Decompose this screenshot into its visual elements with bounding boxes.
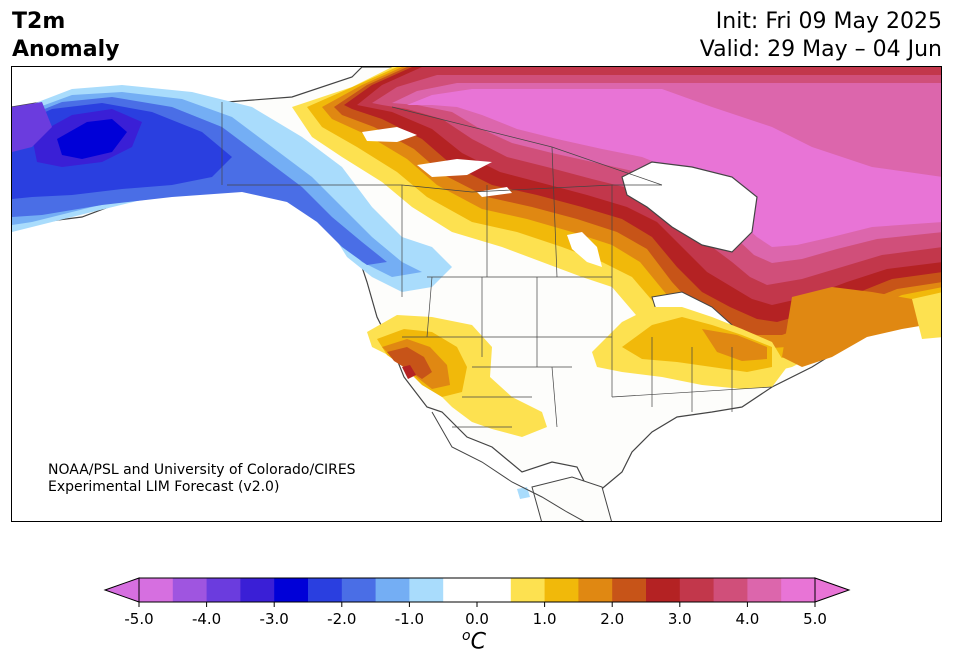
colorbar-cell	[612, 578, 647, 602]
colorbar-tick-label: 4.0	[735, 610, 759, 628]
us-east-warm-orange	[702, 329, 767, 361]
colorbar-cell	[510, 578, 546, 602]
forecast-dates: Init: Fri 09 May 2025 Valid: 29 May – 04…	[700, 8, 942, 64]
colorbar-tick-label: 1.0	[533, 610, 557, 628]
colorbar-cell	[443, 578, 478, 602]
colorbar-cell	[477, 578, 512, 602]
colorbar-ticks: -5.0 -4.0 -3.0 -2.0 -1.0 0.0 1.0 2.0 3.0 4.0 5.0	[124, 602, 827, 628]
us-west-warm-burnt	[387, 347, 432, 379]
colorbar-cell	[308, 578, 343, 602]
colorbar-cells	[139, 578, 816, 602]
colorbar-cell	[274, 578, 309, 602]
cold-anomaly-west	[12, 102, 52, 152]
cold-anomaly-max	[57, 119, 127, 159]
unit-celsius: C	[470, 629, 486, 655]
mexico-coast	[431, 411, 585, 521]
colorbar-cell	[172, 578, 208, 602]
init-date: Init: Fri 09 May 2025	[715, 9, 942, 34]
baja-cool	[517, 487, 530, 499]
lake-winnipeg	[567, 232, 602, 267]
lake-athabasca	[477, 187, 512, 197]
title-line-2: Anomaly	[12, 37, 120, 62]
colorbar-unit: oC	[462, 628, 486, 654]
map-canvas	[12, 67, 941, 521]
colorbar-underflow-arrow	[103, 577, 140, 603]
colorbar-tick-label: -3.0	[260, 610, 289, 628]
us-west-warm-red	[402, 365, 416, 379]
colorbar-tick-label: -1.0	[395, 610, 424, 628]
maritime-warm-yellow	[912, 292, 941, 339]
land-mexico-south	[531, 476, 612, 521]
credit-line-1: NOAA/PSL and University of Colorado/CIRE…	[48, 462, 356, 478]
colorbar-cell	[713, 578, 748, 602]
colorbar-tick-label: 0.0	[465, 610, 489, 628]
title-line-1: T2m	[12, 9, 66, 34]
unit-degree: o	[462, 628, 471, 644]
colorbar-cell	[409, 578, 444, 602]
colorbar-cell	[544, 578, 579, 602]
map-title: T2m Anomaly	[12, 8, 119, 64]
political-borders	[221, 102, 773, 428]
colorbar-cell	[206, 578, 241, 602]
colorbar-overflow-arrow	[814, 577, 851, 603]
colorbar-cell	[341, 578, 377, 602]
colorbar-cell	[375, 578, 410, 602]
colorbar-tick-label: -4.0	[192, 610, 221, 628]
colorbar-cell	[139, 578, 174, 602]
colorbar-tick-label: 2.0	[600, 610, 624, 628]
great-slave-lake	[417, 159, 492, 177]
colorbar-cell	[781, 578, 816, 602]
colorbar-cell	[747, 578, 782, 602]
colorbar-cell	[679, 578, 715, 602]
great-bear-lake	[362, 127, 417, 142]
colorbar-tick-label: -2.0	[327, 610, 356, 628]
valid-dates: Valid: 29 May – 04 Jun	[699, 37, 942, 62]
colorbar-cell	[646, 578, 681, 602]
colorbar-tick-label: 5.0	[803, 610, 827, 628]
anomaly-map	[11, 66, 942, 522]
credit-line-2: Experimental LIM Forecast (v2.0)	[48, 479, 280, 495]
colorbar-cell	[240, 578, 275, 602]
colorbar-tick-label: -5.0	[124, 610, 153, 628]
map-credit: NOAA/PSL and University of Colorado/CIRE…	[48, 462, 356, 496]
hudson-bay	[621, 161, 758, 253]
east-coast-warm	[782, 287, 941, 367]
colorbar-tick-label: 3.0	[668, 610, 692, 628]
colorbar-cell	[578, 578, 613, 602]
